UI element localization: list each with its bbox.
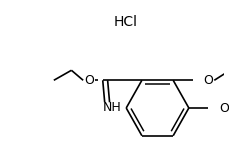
- Text: HCl: HCl: [113, 15, 137, 29]
- Text: O: O: [219, 101, 229, 115]
- Text: O: O: [204, 74, 213, 87]
- Text: NH: NH: [103, 101, 122, 114]
- Text: O: O: [84, 74, 94, 87]
